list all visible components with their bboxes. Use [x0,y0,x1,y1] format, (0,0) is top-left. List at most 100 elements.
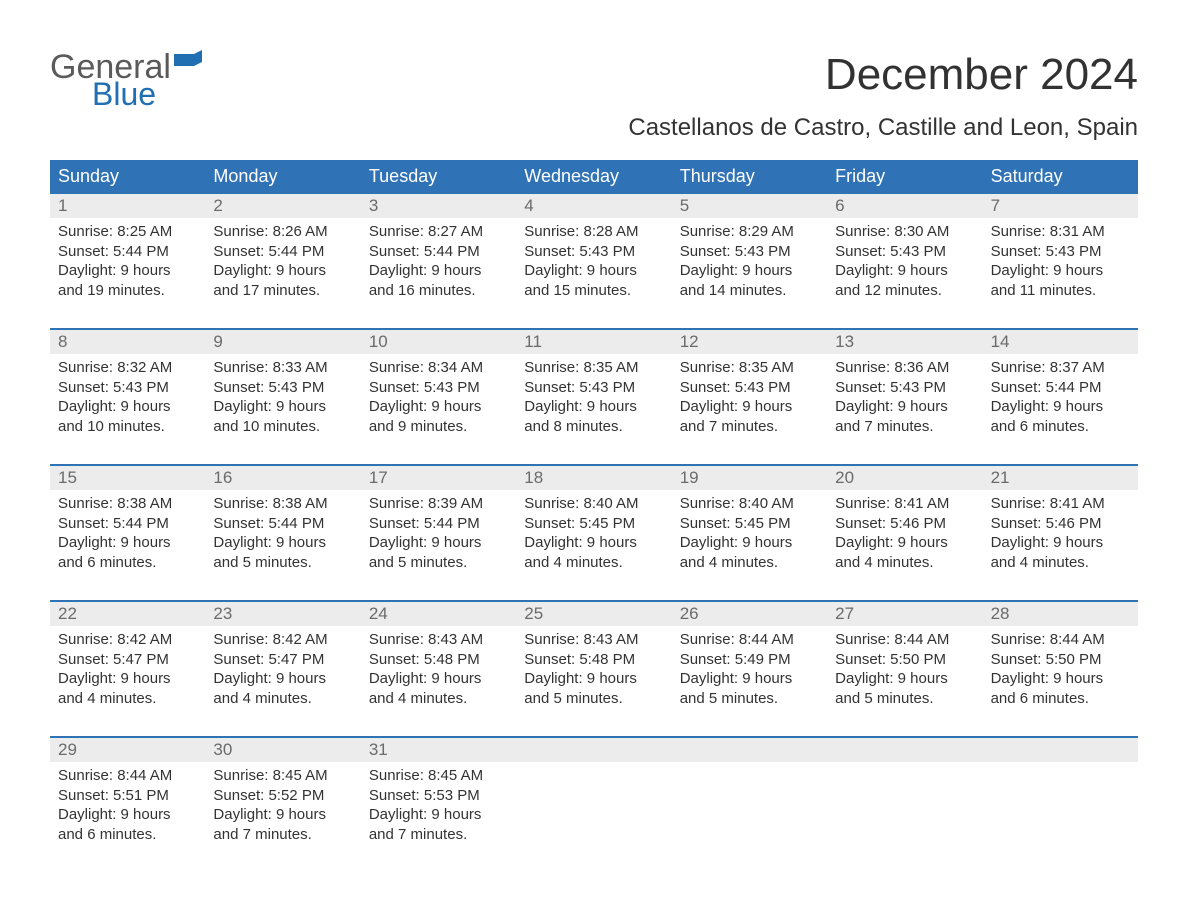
header: General Blue December 2024 Castellanos d… [50,50,1138,142]
sunset-line: Sunset: 5:49 PM [680,650,819,670]
day-number: 26 [672,602,827,626]
daylight-line: Daylight: 9 hours and 4 minutes. [369,669,508,708]
sunrise-line: Sunrise: 8:35 AM [524,358,663,378]
sunrise-line: Sunrise: 8:27 AM [369,222,508,242]
sunset-line: Sunset: 5:43 PM [58,378,197,398]
sunset-line: Sunset: 5:44 PM [213,514,352,534]
brand-flag-icon [174,50,204,77]
sunrise-line: Sunrise: 8:40 AM [680,494,819,514]
sunrise-line: Sunrise: 8:28 AM [524,222,663,242]
day-cell: Sunrise: 8:41 AMSunset: 5:46 PMDaylight:… [983,490,1138,586]
day-cell: Sunrise: 8:45 AMSunset: 5:52 PMDaylight:… [205,762,360,858]
day-cell: Sunrise: 8:40 AMSunset: 5:45 PMDaylight:… [672,490,827,586]
sunset-line: Sunset: 5:44 PM [58,242,197,262]
daylight-line: Daylight: 9 hours and 12 minutes. [835,261,974,300]
daylight-line: Daylight: 9 hours and 4 minutes. [58,669,197,708]
sunset-line: Sunset: 5:47 PM [213,650,352,670]
week-body: Sunrise: 8:32 AMSunset: 5:43 PMDaylight:… [50,354,1138,450]
sunset-line: Sunset: 5:43 PM [524,242,663,262]
sunrise-line: Sunrise: 8:25 AM [58,222,197,242]
day-number: 14 [983,330,1138,354]
sunrise-line: Sunrise: 8:42 AM [58,630,197,650]
sunrise-line: Sunrise: 8:39 AM [369,494,508,514]
sunrise-line: Sunrise: 8:29 AM [680,222,819,242]
day-number: 12 [672,330,827,354]
day-number: 19 [672,466,827,490]
sunset-line: Sunset: 5:43 PM [680,242,819,262]
day-cell: Sunrise: 8:42 AMSunset: 5:47 PMDaylight:… [205,626,360,722]
week-body: Sunrise: 8:42 AMSunset: 5:47 PMDaylight:… [50,626,1138,722]
sunset-line: Sunset: 5:44 PM [991,378,1130,398]
day-cell: Sunrise: 8:32 AMSunset: 5:43 PMDaylight:… [50,354,205,450]
day-cell: Sunrise: 8:38 AMSunset: 5:44 PMDaylight:… [205,490,360,586]
sunrise-line: Sunrise: 8:35 AM [680,358,819,378]
sunrise-line: Sunrise: 8:44 AM [835,630,974,650]
daylight-line: Daylight: 9 hours and 6 minutes. [991,397,1130,436]
daylight-line: Daylight: 9 hours and 16 minutes. [369,261,508,300]
month-title: December 2024 [628,50,1138,100]
title-block: December 2024 Castellanos de Castro, Cas… [628,50,1138,142]
sunset-line: Sunset: 5:45 PM [524,514,663,534]
day-cell: Sunrise: 8:34 AMSunset: 5:43 PMDaylight:… [361,354,516,450]
sunset-line: Sunset: 5:43 PM [991,242,1130,262]
sunset-line: Sunset: 5:43 PM [835,378,974,398]
day-cell: Sunrise: 8:29 AMSunset: 5:43 PMDaylight:… [672,218,827,314]
sunset-line: Sunset: 5:50 PM [991,650,1130,670]
sunrise-line: Sunrise: 8:41 AM [835,494,974,514]
daylight-line: Daylight: 9 hours and 5 minutes. [835,669,974,708]
day-cell: Sunrise: 8:35 AMSunset: 5:43 PMDaylight:… [516,354,671,450]
day-number [672,738,827,762]
day-number: 30 [205,738,360,762]
sunset-line: Sunset: 5:52 PM [213,786,352,806]
sunset-line: Sunset: 5:43 PM [835,242,974,262]
day-cell: Sunrise: 8:42 AMSunset: 5:47 PMDaylight:… [50,626,205,722]
weekday-label: Tuesday [361,160,516,194]
sunset-line: Sunset: 5:44 PM [58,514,197,534]
day-number [827,738,982,762]
day-number: 2 [205,194,360,218]
day-number: 31 [361,738,516,762]
daylight-line: Daylight: 9 hours and 19 minutes. [58,261,197,300]
day-number: 15 [50,466,205,490]
weekday-label: Saturday [983,160,1138,194]
day-cell: Sunrise: 8:26 AMSunset: 5:44 PMDaylight:… [205,218,360,314]
day-cell: Sunrise: 8:45 AMSunset: 5:53 PMDaylight:… [361,762,516,858]
day-number: 8 [50,330,205,354]
day-cell: Sunrise: 8:25 AMSunset: 5:44 PMDaylight:… [50,218,205,314]
daylight-line: Daylight: 9 hours and 14 minutes. [680,261,819,300]
day-number: 9 [205,330,360,354]
daylight-line: Daylight: 9 hours and 15 minutes. [524,261,663,300]
sunrise-line: Sunrise: 8:45 AM [369,766,508,786]
daylight-line: Daylight: 9 hours and 4 minutes. [524,533,663,572]
weekday-label: Wednesday [516,160,671,194]
day-cell [672,762,827,858]
sunset-line: Sunset: 5:43 PM [680,378,819,398]
weekday-header: Sunday Monday Tuesday Wednesday Thursday… [50,160,1138,194]
day-cell: Sunrise: 8:44 AMSunset: 5:51 PMDaylight:… [50,762,205,858]
sunrise-line: Sunrise: 8:31 AM [991,222,1130,242]
day-cell: Sunrise: 8:44 AMSunset: 5:49 PMDaylight:… [672,626,827,722]
day-number [516,738,671,762]
daylight-line: Daylight: 9 hours and 17 minutes. [213,261,352,300]
daylight-line: Daylight: 9 hours and 4 minutes. [213,669,352,708]
week-body: Sunrise: 8:44 AMSunset: 5:51 PMDaylight:… [50,762,1138,858]
day-cell: Sunrise: 8:28 AMSunset: 5:43 PMDaylight:… [516,218,671,314]
location-subtitle: Castellanos de Castro, Castille and Leon… [628,114,1138,142]
daylight-line: Daylight: 9 hours and 5 minutes. [680,669,819,708]
day-cell: Sunrise: 8:30 AMSunset: 5:43 PMDaylight:… [827,218,982,314]
day-number: 25 [516,602,671,626]
sunrise-line: Sunrise: 8:45 AM [213,766,352,786]
day-number: 27 [827,602,982,626]
week-body: Sunrise: 8:25 AMSunset: 5:44 PMDaylight:… [50,218,1138,314]
daynum-row: 891011121314 [50,328,1138,354]
sunset-line: Sunset: 5:50 PM [835,650,974,670]
brand-word2: Blue [92,78,204,110]
sunrise-line: Sunrise: 8:38 AM [58,494,197,514]
day-number: 29 [50,738,205,762]
day-number [983,738,1138,762]
week-block: 891011121314Sunrise: 8:32 AMSunset: 5:43… [50,328,1138,450]
sunset-line: Sunset: 5:48 PM [369,650,508,670]
sunrise-line: Sunrise: 8:26 AM [213,222,352,242]
day-number: 22 [50,602,205,626]
daylight-line: Daylight: 9 hours and 5 minutes. [213,533,352,572]
